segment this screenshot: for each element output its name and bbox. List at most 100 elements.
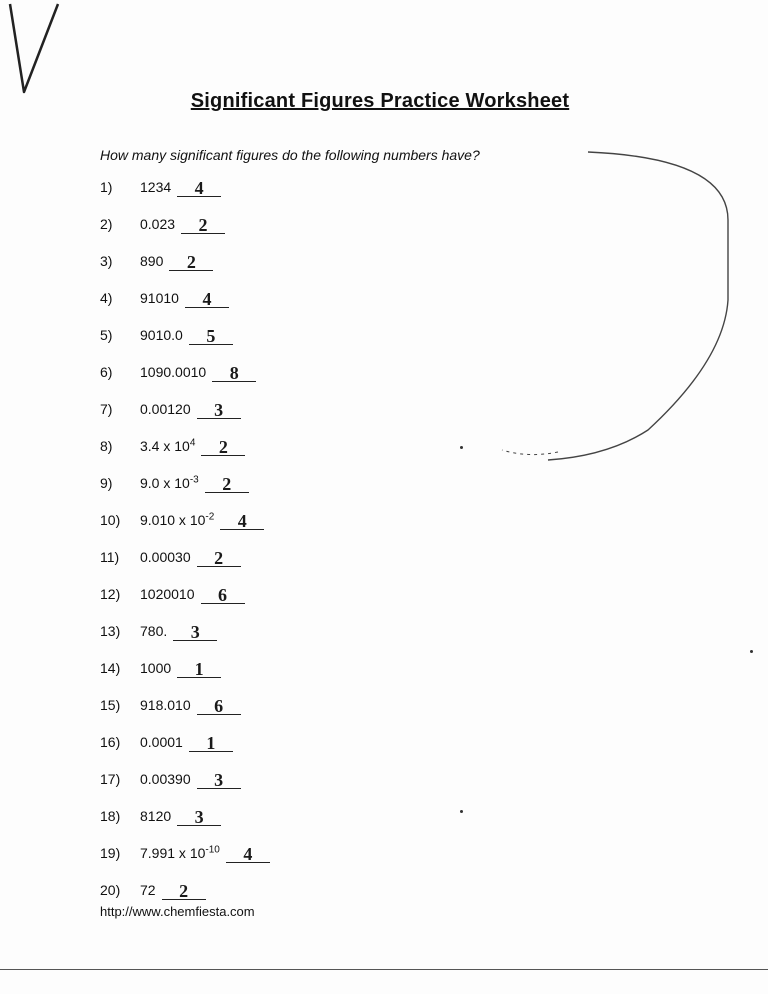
problem-row: 9)9.0 x 10-32: [100, 473, 660, 493]
problem-number: 4): [100, 291, 140, 305]
problem-row: 5)9010.05: [100, 325, 660, 345]
problem-value: 0.001203: [140, 399, 241, 419]
handwritten-answer: 8: [230, 363, 239, 383]
problem-row: 1)12344: [100, 177, 660, 197]
problem-value: 81203: [140, 806, 221, 826]
answer-blank: 3: [173, 621, 217, 641]
handwritten-answer: 4: [195, 178, 204, 198]
answer-blank: 3: [177, 806, 221, 826]
problem-value: 0.0232: [140, 214, 225, 234]
worksheet-title: Significant Figures Practice Worksheet: [100, 90, 660, 113]
problem-value: 780.3: [140, 621, 217, 641]
problem-number: 12): [100, 587, 140, 601]
problem-number: 3): [100, 254, 140, 268]
handwritten-answer: 2: [214, 548, 223, 568]
answer-blank: 4: [177, 177, 221, 197]
problem-number: 5): [100, 328, 140, 342]
problem-number: 11): [100, 550, 140, 564]
problem-row: 4)910104: [100, 288, 660, 308]
problem-value: 3.4 x 1042: [140, 436, 245, 456]
problem-row: 2)0.0232: [100, 214, 660, 234]
problem-value: 0.00011: [140, 732, 233, 752]
problem-value: 1090.00108: [140, 362, 256, 382]
problem-number: 7): [100, 402, 140, 416]
bottom-rule: [0, 969, 768, 970]
handwritten-answer: 1: [195, 659, 204, 679]
handwritten-answer: 3: [191, 622, 200, 642]
problem-row: 8)3.4 x 1042: [100, 436, 660, 456]
problem-value: 0.000302: [140, 547, 241, 567]
problem-row: 11)0.000302: [100, 547, 660, 567]
problem-number: 20): [100, 883, 140, 897]
problem-row: 13)780.3: [100, 621, 660, 641]
problem-row: 3)8902: [100, 251, 660, 271]
answer-blank: 6: [201, 584, 245, 604]
problem-value: 918.0106: [140, 695, 241, 715]
answer-blank: 3: [197, 769, 241, 789]
answer-blank: 2: [197, 547, 241, 567]
problem-value: 7.991 x 10-104: [140, 843, 270, 863]
problem-number: 14): [100, 661, 140, 675]
problem-number: 10): [100, 513, 140, 527]
answer-blank: 8: [212, 362, 256, 382]
answer-blank: 2: [201, 436, 245, 456]
answer-blank: 5: [189, 325, 233, 345]
problem-row: 18)81203: [100, 806, 660, 826]
problem-row: 20)722: [100, 880, 660, 900]
handwritten-answer: 3: [214, 400, 223, 420]
problem-list: 1)123442)0.02323)89024)9101045)9010.056)…: [100, 177, 660, 900]
handwritten-answer: 2: [179, 881, 188, 901]
answer-blank: 4: [226, 843, 270, 863]
answer-blank: 2: [169, 251, 213, 271]
problem-row: 6)1090.00108: [100, 362, 660, 382]
problem-number: 8): [100, 439, 140, 453]
problem-number: 16): [100, 735, 140, 749]
worksheet-page: Significant Figures Practice Worksheet H…: [100, 90, 660, 917]
problem-value: 8902: [140, 251, 213, 271]
problem-row: 12)10200106: [100, 584, 660, 604]
problem-row: 10)9.010 x 10-24: [100, 510, 660, 530]
problem-value: 0.003903: [140, 769, 241, 789]
corner-checkmark: [6, 0, 66, 100]
answer-blank: 1: [177, 658, 221, 678]
problem-value: 9.0 x 10-32: [140, 473, 249, 493]
problem-value: 910104: [140, 288, 229, 308]
answer-blank: 1: [189, 732, 233, 752]
problem-number: 13): [100, 624, 140, 638]
handwritten-answer: 3: [195, 807, 204, 827]
problem-value: 10001: [140, 658, 221, 678]
problem-number: 2): [100, 217, 140, 231]
answer-blank: 2: [181, 214, 225, 234]
problem-row: 7)0.001203: [100, 399, 660, 419]
problem-row: 15)918.0106: [100, 695, 660, 715]
problem-value: 9.010 x 10-24: [140, 510, 264, 530]
problem-value: 12344: [140, 177, 221, 197]
problem-value: 722: [140, 880, 206, 900]
handwritten-answer: 6: [214, 696, 223, 716]
worksheet-prompt: How many significant figures do the foll…: [100, 147, 660, 163]
answer-blank: 2: [205, 473, 249, 493]
problem-number: 19): [100, 846, 140, 860]
handwritten-answer: 2: [199, 215, 208, 235]
problem-row: 16)0.00011: [100, 732, 660, 752]
problem-row: 14)10001: [100, 658, 660, 678]
handwritten-answer: 4: [202, 289, 211, 309]
answer-blank: 4: [220, 510, 264, 530]
problem-number: 18): [100, 809, 140, 823]
handwritten-answer: 5: [206, 326, 215, 346]
problem-number: 1): [100, 180, 140, 194]
handwritten-answer: 3: [214, 770, 223, 790]
problem-number: 6): [100, 365, 140, 379]
handwritten-answer: 2: [187, 252, 196, 272]
handwritten-answer: 4: [238, 511, 247, 531]
handwritten-answer: 2: [219, 437, 228, 457]
footer-url: http://www.chemfiesta.com: [100, 904, 255, 919]
problem-number: 9): [100, 476, 140, 490]
problem-value: 10200106: [140, 584, 245, 604]
handwritten-answer: 1: [206, 733, 215, 753]
stray-dot: [750, 650, 753, 653]
handwritten-answer: 4: [243, 844, 252, 864]
answer-blank: 2: [162, 880, 206, 900]
handwritten-answer: 2: [222, 474, 231, 494]
problem-row: 17)0.003903: [100, 769, 660, 789]
